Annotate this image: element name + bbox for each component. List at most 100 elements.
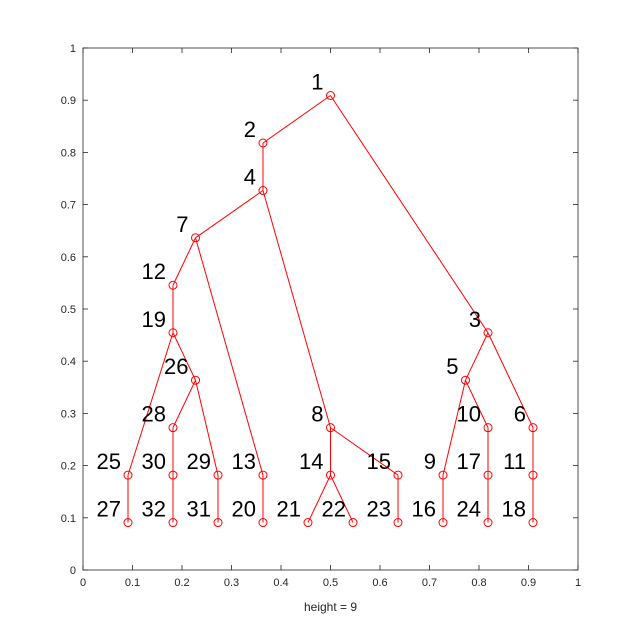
tree-node-8 [326, 423, 335, 433]
node-label-6: 6 [514, 402, 526, 427]
y-tick-label: 0.8 [61, 147, 76, 159]
node-label-9: 9 [424, 449, 436, 474]
tree-node-9 [438, 470, 448, 480]
node-label-21: 21 [276, 497, 300, 522]
tree-node-15 [393, 470, 403, 480]
tree-edge-26-28 [172, 379, 196, 428]
tree-node-markers [123, 91, 538, 528]
x-axis-label: height = 9 [304, 600, 357, 614]
node-label-28: 28 [142, 402, 166, 427]
node-label-31: 31 [187, 497, 211, 522]
x-tick-label: 0.8 [471, 577, 486, 589]
node-label-20: 20 [231, 497, 255, 522]
tree-node-5 [460, 375, 470, 385]
tree-edge-14-21 [307, 474, 331, 523]
tree-node-1 [326, 91, 335, 101]
node-label-19: 19 [142, 307, 166, 332]
y-tick-label: 0.5 [61, 304, 76, 316]
tree-edge-19-26 [172, 332, 196, 381]
tree-node-32 [168, 518, 178, 528]
tree-node-27 [123, 518, 133, 528]
y-tick-label: 0.3 [61, 408, 76, 420]
tree-node-11 [528, 470, 538, 480]
node-label-24: 24 [457, 497, 481, 522]
y-tick-label: 0.4 [61, 356, 76, 368]
tree-node-12 [168, 280, 178, 290]
x-tick-label: 0.9 [521, 577, 536, 589]
tree-node-14 [326, 470, 335, 480]
tree-edge-5-10 [465, 379, 489, 428]
tree-node-2 [258, 138, 268, 148]
tree-node-16 [438, 518, 448, 528]
y-tick-label: 0.9 [61, 95, 76, 107]
x-tick-label: 0.5 [323, 577, 338, 589]
tree-node-3 [483, 328, 493, 338]
tree-node-28 [168, 423, 178, 433]
y-tick-label: 0.2 [61, 461, 76, 473]
node-label-4: 4 [244, 165, 256, 190]
node-label-1: 1 [311, 70, 323, 95]
y-tick-label: 0.1 [61, 513, 76, 525]
tree-node-13 [258, 470, 268, 480]
x-tick-label: 0.3 [224, 577, 239, 589]
tree-node-30 [168, 470, 178, 480]
tree-node-26 [191, 375, 201, 385]
tree-node-29 [213, 470, 223, 480]
node-label-11: 11 [503, 449, 526, 474]
node-label-29: 29 [187, 449, 211, 474]
tree-edge-3-6 [487, 332, 534, 428]
x-tick-label: 0.6 [372, 577, 387, 589]
tree-node-24 [483, 518, 493, 528]
node-label-27: 27 [97, 497, 121, 522]
tree-node-6 [528, 423, 538, 433]
node-label-12: 12 [142, 259, 166, 284]
tree-node-17 [483, 470, 493, 480]
node-label-26: 26 [164, 354, 188, 379]
y-tick-label: 1 [70, 43, 76, 55]
node-label-16: 16 [412, 497, 436, 522]
node-label-7: 7 [176, 212, 188, 237]
node-label-2: 2 [244, 117, 256, 142]
node-label-25: 25 [97, 449, 121, 474]
node-label-18: 18 [502, 497, 526, 522]
node-label-15: 15 [367, 449, 391, 474]
tree-edge-8-15 [330, 427, 399, 476]
y-tick-label: 0.6 [61, 252, 76, 264]
x-tick-label: 0.4 [273, 577, 288, 589]
node-label-32: 32 [142, 497, 166, 522]
tree-edge-19-25 [127, 332, 174, 476]
node-label-30: 30 [142, 449, 166, 474]
tree-node-18 [528, 518, 538, 528]
node-label-10: 10 [457, 402, 481, 427]
y-tick-label: 0 [70, 565, 76, 577]
node-label-13: 13 [231, 449, 255, 474]
tree-node-21 [303, 518, 313, 528]
tree-node-25 [123, 470, 133, 480]
tree-edge-3-5 [465, 332, 489, 381]
x-tick-label: 0.2 [174, 577, 189, 589]
node-label-22: 22 [322, 497, 346, 522]
tree-edge-4-8 [262, 190, 331, 428]
x-tick-label: 0.1 [125, 577, 140, 589]
tree-node-19 [168, 328, 178, 338]
tree-edge-7-12 [172, 237, 196, 286]
tree-edge-14-22 [330, 474, 354, 523]
node-label-17: 17 [457, 449, 481, 474]
node-label-3: 3 [469, 307, 481, 332]
axes-box [82, 47, 579, 571]
tree-node-10 [483, 423, 493, 433]
tree-edge-1-2 [262, 95, 331, 144]
tree-node-7 [191, 233, 201, 243]
node-label-5: 5 [446, 354, 458, 379]
tree-edge-26-29 [195, 380, 219, 476]
x-tick-label: 1 [575, 577, 581, 589]
tree-node-31 [213, 518, 223, 528]
node-label-8: 8 [311, 402, 323, 427]
tree-edge-7-13 [195, 237, 264, 476]
axis-ticks: 0 0.1 0.2 0.3 0.4 0.5 0.6 0.7 0.8 0.9 100.10.20.30… [61, 43, 581, 589]
tree-node-23 [393, 518, 403, 528]
tree-node-20 [258, 518, 268, 528]
x-tick-label: 0 [80, 577, 86, 589]
